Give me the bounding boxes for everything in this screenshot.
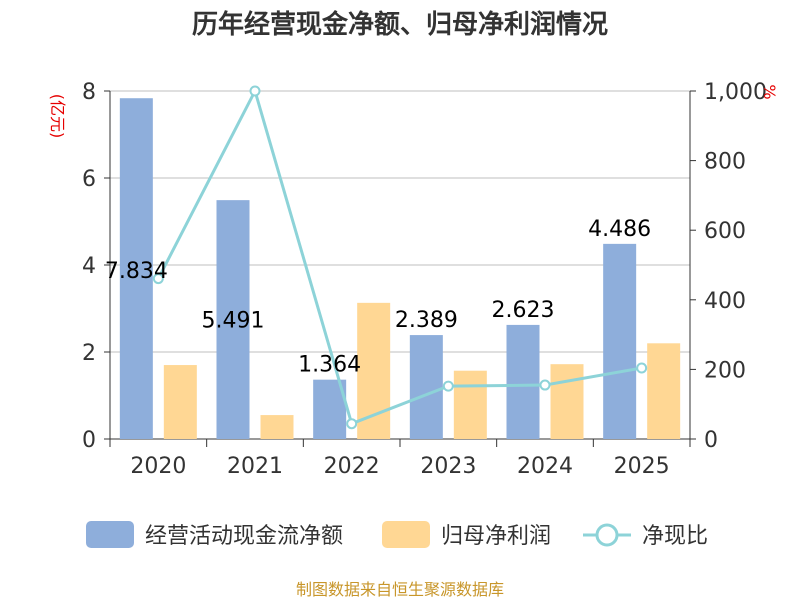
- bars: [119, 98, 681, 439]
- cashflow-data-label: 1.364: [298, 353, 361, 378]
- x-axis-tick-label: 2021: [227, 454, 283, 479]
- legend-swatch-net-profit[interactable]: [382, 521, 430, 548]
- x-axis-tick-label: 2022: [324, 454, 380, 479]
- left-axis-unit: (亿元): [48, 94, 67, 139]
- cashflow-data-label: 2.623: [492, 298, 555, 323]
- legend-label-ratio: 净现比: [642, 524, 708, 549]
- ratio-point[interactable]: [249, 85, 261, 97]
- legend: 经营活动现金流净额 归母净利润 净现比: [86, 521, 708, 549]
- cashflow-data-label: 5.491: [202, 308, 265, 333]
- legend-label-cashflow: 经营活动现金流净额: [145, 524, 343, 549]
- x-axis-tick-label: 2020: [130, 454, 186, 479]
- source-note: 制图数据来自恒生聚源数据库: [296, 580, 504, 599]
- net-profit-bar[interactable]: [453, 370, 487, 439]
- cashflow-bar[interactable]: [119, 98, 153, 439]
- ratio-line-series: [152, 85, 648, 430]
- ratio-point[interactable]: [442, 380, 454, 392]
- right-axis-tick-label: 800: [704, 150, 746, 175]
- net-profit-bar[interactable]: [163, 365, 197, 439]
- right-axis-tick-label: 200: [704, 358, 746, 383]
- cashflow-bar[interactable]: [506, 324, 540, 439]
- x-axis-tick-label: 2024: [517, 454, 573, 479]
- ratio-point[interactable]: [539, 379, 551, 391]
- right-axis-tick-label: 0: [704, 428, 718, 453]
- cashflow-bar[interactable]: [603, 243, 637, 439]
- net-profit-bar[interactable]: [260, 415, 294, 439]
- right-axis-unit: %: [760, 84, 779, 99]
- cashflow-bar[interactable]: [216, 200, 250, 439]
- left-axis-tick-label: 2: [82, 341, 96, 366]
- legend-swatch-cashflow[interactable]: [86, 521, 134, 548]
- cashflow-data-label: 2.389: [395, 308, 458, 333]
- net-profit-bar[interactable]: [647, 343, 681, 439]
- cashflow-bar[interactable]: [409, 335, 443, 439]
- right-axis: 0 200 400 600 800 1,000: [689, 80, 767, 453]
- ratio-point[interactable]: [152, 273, 164, 285]
- cashflow-data-label: 7.834: [105, 259, 168, 284]
- ratio-line: [156, 89, 642, 426]
- x-axis-tick-label: 2025: [614, 454, 670, 479]
- right-axis-tick-label: 600: [704, 219, 746, 244]
- chart-title: 历年经营现金净额、归母净利润情况: [192, 9, 608, 40]
- legend-swatch-ratio-marker: [595, 523, 619, 547]
- left-axis: 0 2 4 6 8: [82, 80, 111, 453]
- right-axis-tick-label: 1,000: [704, 80, 767, 105]
- net-profit-bar[interactable]: [550, 364, 584, 439]
- grid: [110, 90, 690, 440]
- ratio-point[interactable]: [636, 362, 648, 374]
- left-axis-tick-label: 4: [82, 254, 96, 279]
- legend-label-net-profit: 归母净利润: [441, 524, 551, 549]
- ratio-point[interactable]: [346, 418, 358, 430]
- right-axis-tick-label: 400: [704, 289, 746, 314]
- x-axis: 2020 2021 2022 2023 2024 2025: [109, 438, 691, 479]
- left-axis-tick-label: 6: [82, 167, 96, 192]
- data-labels: 7.834 5.491 1.364 2.389 2.623 4.486: [105, 217, 651, 378]
- x-axis-tick-label: 2023: [420, 454, 476, 479]
- left-axis-tick-label: 8: [82, 80, 96, 105]
- left-axis-tick-label: 0: [82, 428, 96, 453]
- cashflow-data-label: 4.486: [588, 217, 651, 242]
